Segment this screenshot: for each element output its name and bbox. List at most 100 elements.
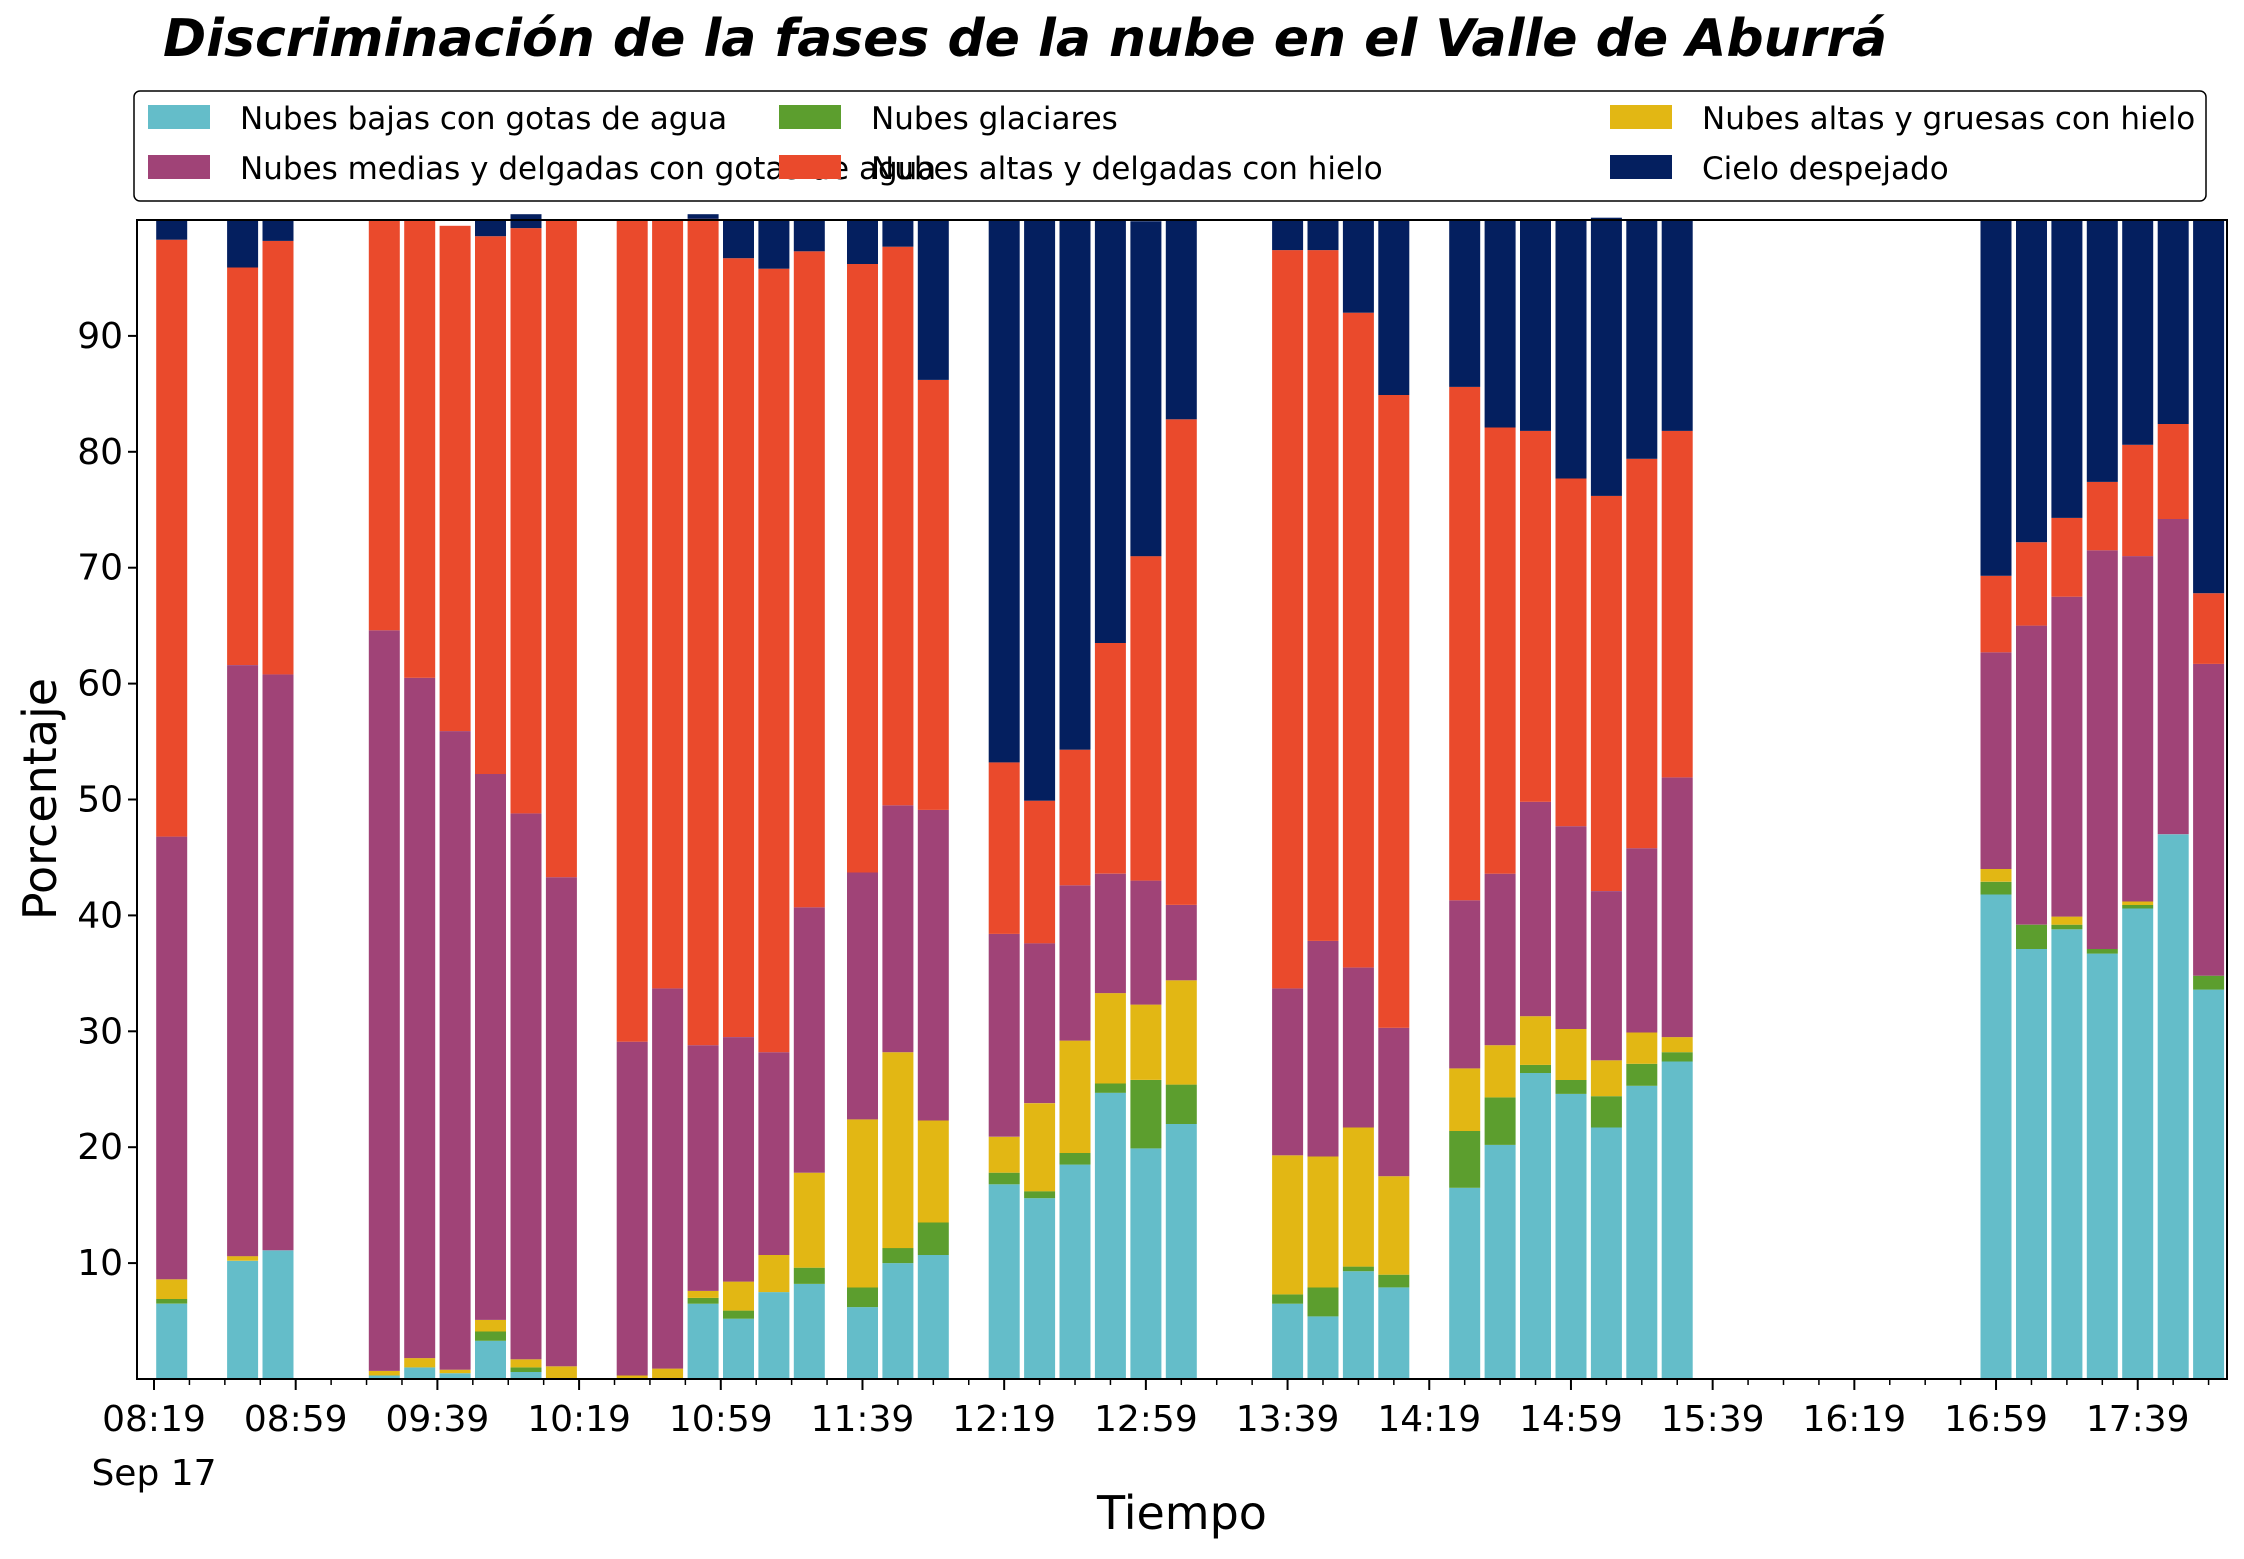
bar-segment-3 <box>1342 967 1374 1128</box>
bar-segment-3 <box>1626 848 1658 1033</box>
bar-segment-0 <box>1590 1127 1622 1379</box>
bar-segment-3 <box>917 809 949 1121</box>
bar-segment-2 <box>1626 1032 1658 1064</box>
bar-segment-2 <box>1378 1176 1410 1275</box>
bar-segment-1 <box>1165 1084 1197 1124</box>
x-axis-label: Tiempo <box>1096 1486 1267 1540</box>
bar-segment-2 <box>1165 980 1197 1085</box>
x-tick-label: 16:59 <box>1944 1399 2048 1440</box>
bar-segment-3 <box>2051 596 2083 917</box>
bar-segment-4 <box>652 220 684 989</box>
bar-segment-1 <box>1449 1131 1481 1188</box>
bar-segment-4 <box>1272 250 1304 989</box>
bar-segment-5 <box>882 220 914 247</box>
plot-area: 10 20 30 40 50 60 70 80 90 08:19 Sep 17 08:59 09:39… <box>77 214 2228 1494</box>
bar-segment-2 <box>2122 901 2154 905</box>
bar-segment-5 <box>1059 220 1091 750</box>
legend-label: Nubes altas y delgadas con hielo <box>871 151 1383 187</box>
bar-segment-1 <box>2086 949 2118 954</box>
bar-segment-1 <box>2122 905 2154 909</box>
y-tick-label: 60 <box>77 664 123 705</box>
bar-segment-4 <box>758 268 790 1053</box>
bar-segment-2 <box>758 1255 790 1293</box>
bar-segment-4 <box>510 228 542 814</box>
bar-segment-3 <box>882 805 914 1053</box>
bar-segment-3 <box>1484 873 1516 1046</box>
bar-segment-0 <box>1626 1085 1658 1379</box>
bar-segment-2 <box>687 1290 719 1298</box>
bar-segment-4 <box>1626 458 1658 849</box>
bar-segment-0 <box>917 1255 949 1379</box>
bar-segment-4 <box>1661 430 1693 778</box>
bar-segment-5 <box>156 220 188 240</box>
bar-segment-0 <box>1024 1198 1056 1379</box>
bar-segment-3 <box>988 933 1020 1137</box>
bar-segment-3 <box>262 674 294 1251</box>
bar-segment-4 <box>847 264 878 873</box>
legend-swatch <box>779 105 841 129</box>
bar-segment-3 <box>368 630 400 1371</box>
legend-swatch <box>148 105 210 129</box>
bar-segment-2 <box>1059 1040 1091 1153</box>
chart-title: Discriminación de la fases de la nube en… <box>163 9 1887 69</box>
bar-segment-3 <box>1307 940 1339 1157</box>
bar-segment-2 <box>439 1369 471 1374</box>
bar-segment-0 <box>2122 908 2154 1379</box>
legend-swatch <box>779 155 841 179</box>
x-tick-label: 16:19 <box>1802 1399 1906 1440</box>
x-tick-label: 12:59 <box>1094 1399 1198 1440</box>
bar-segment-4 <box>404 220 436 678</box>
bar-segment-1 <box>723 1310 754 1319</box>
bar-segment-0 <box>368 1375 400 1379</box>
x-tick-label: 12:19 <box>952 1399 1056 1440</box>
bar-segment-3 <box>1661 777 1693 1038</box>
bar-segment-3 <box>404 677 436 1359</box>
bar-segment-3 <box>652 988 684 1369</box>
bar-segment-5 <box>2016 220 2047 543</box>
y-tick-label: 40 <box>77 895 123 936</box>
bar-segment-0 <box>847 1307 878 1379</box>
bar-segment-3 <box>1272 988 1304 1156</box>
legend-swatch <box>1610 155 1672 179</box>
bar-segment-2 <box>1484 1045 1516 1098</box>
bar-segment-5 <box>1449 220 1481 387</box>
bar-segment-1 <box>510 1367 542 1372</box>
bar-segment-3 <box>1165 905 1197 981</box>
bar-segment-4 <box>723 258 754 1037</box>
bar-segment-2 <box>1024 1103 1056 1192</box>
bar-segment-2 <box>227 1256 259 1261</box>
x-tick-label: 15:39 <box>1661 1399 1765 1440</box>
bar-segment-1 <box>1626 1063 1658 1086</box>
bar-segment-5 <box>510 214 542 229</box>
bar-segment-2 <box>545 1366 577 1379</box>
bar-segment-0 <box>227 1260 259 1379</box>
y-tick-label: 50 <box>77 780 123 821</box>
legend: Nubes bajas con gotas de agua Nubes glaci… <box>133 90 2207 202</box>
bar-segment-0 <box>2016 949 2047 1379</box>
bar-segment-4 <box>545 220 577 878</box>
bar-segment-0 <box>1342 1271 1374 1379</box>
bar-segment-1 <box>1555 1080 1587 1094</box>
legend-label: Cielo despejado <box>1702 151 1949 187</box>
bar-segment-0 <box>2086 953 2118 1379</box>
bar-segment-2 <box>368 1370 400 1376</box>
bar-segment-4 <box>2157 424 2189 519</box>
bar-segment-5 <box>1980 220 2012 576</box>
bar-segment-2 <box>616 1375 648 1379</box>
y-axis: 10 20 30 40 50 60 70 80 90 <box>77 316 137 1284</box>
bar-segment-0 <box>510 1372 542 1379</box>
bar-segment-2 <box>510 1359 542 1368</box>
bar-segment-2 <box>1130 1004 1162 1080</box>
bar-segment-3 <box>2122 556 2154 902</box>
bar-segment-5 <box>1484 220 1516 428</box>
bar-segment-5 <box>1378 220 1410 395</box>
bar-segment-5 <box>2086 220 2118 482</box>
bar-segment-2 <box>404 1358 436 1368</box>
bar-segment-1 <box>1342 1266 1374 1272</box>
bar-segment-0 <box>988 1184 1020 1379</box>
bar-segment-3 <box>847 872 878 1120</box>
bar-segment-4 <box>1449 386 1481 901</box>
bar-segment-5 <box>1272 220 1304 251</box>
bar-segment-5 <box>2051 220 2083 518</box>
